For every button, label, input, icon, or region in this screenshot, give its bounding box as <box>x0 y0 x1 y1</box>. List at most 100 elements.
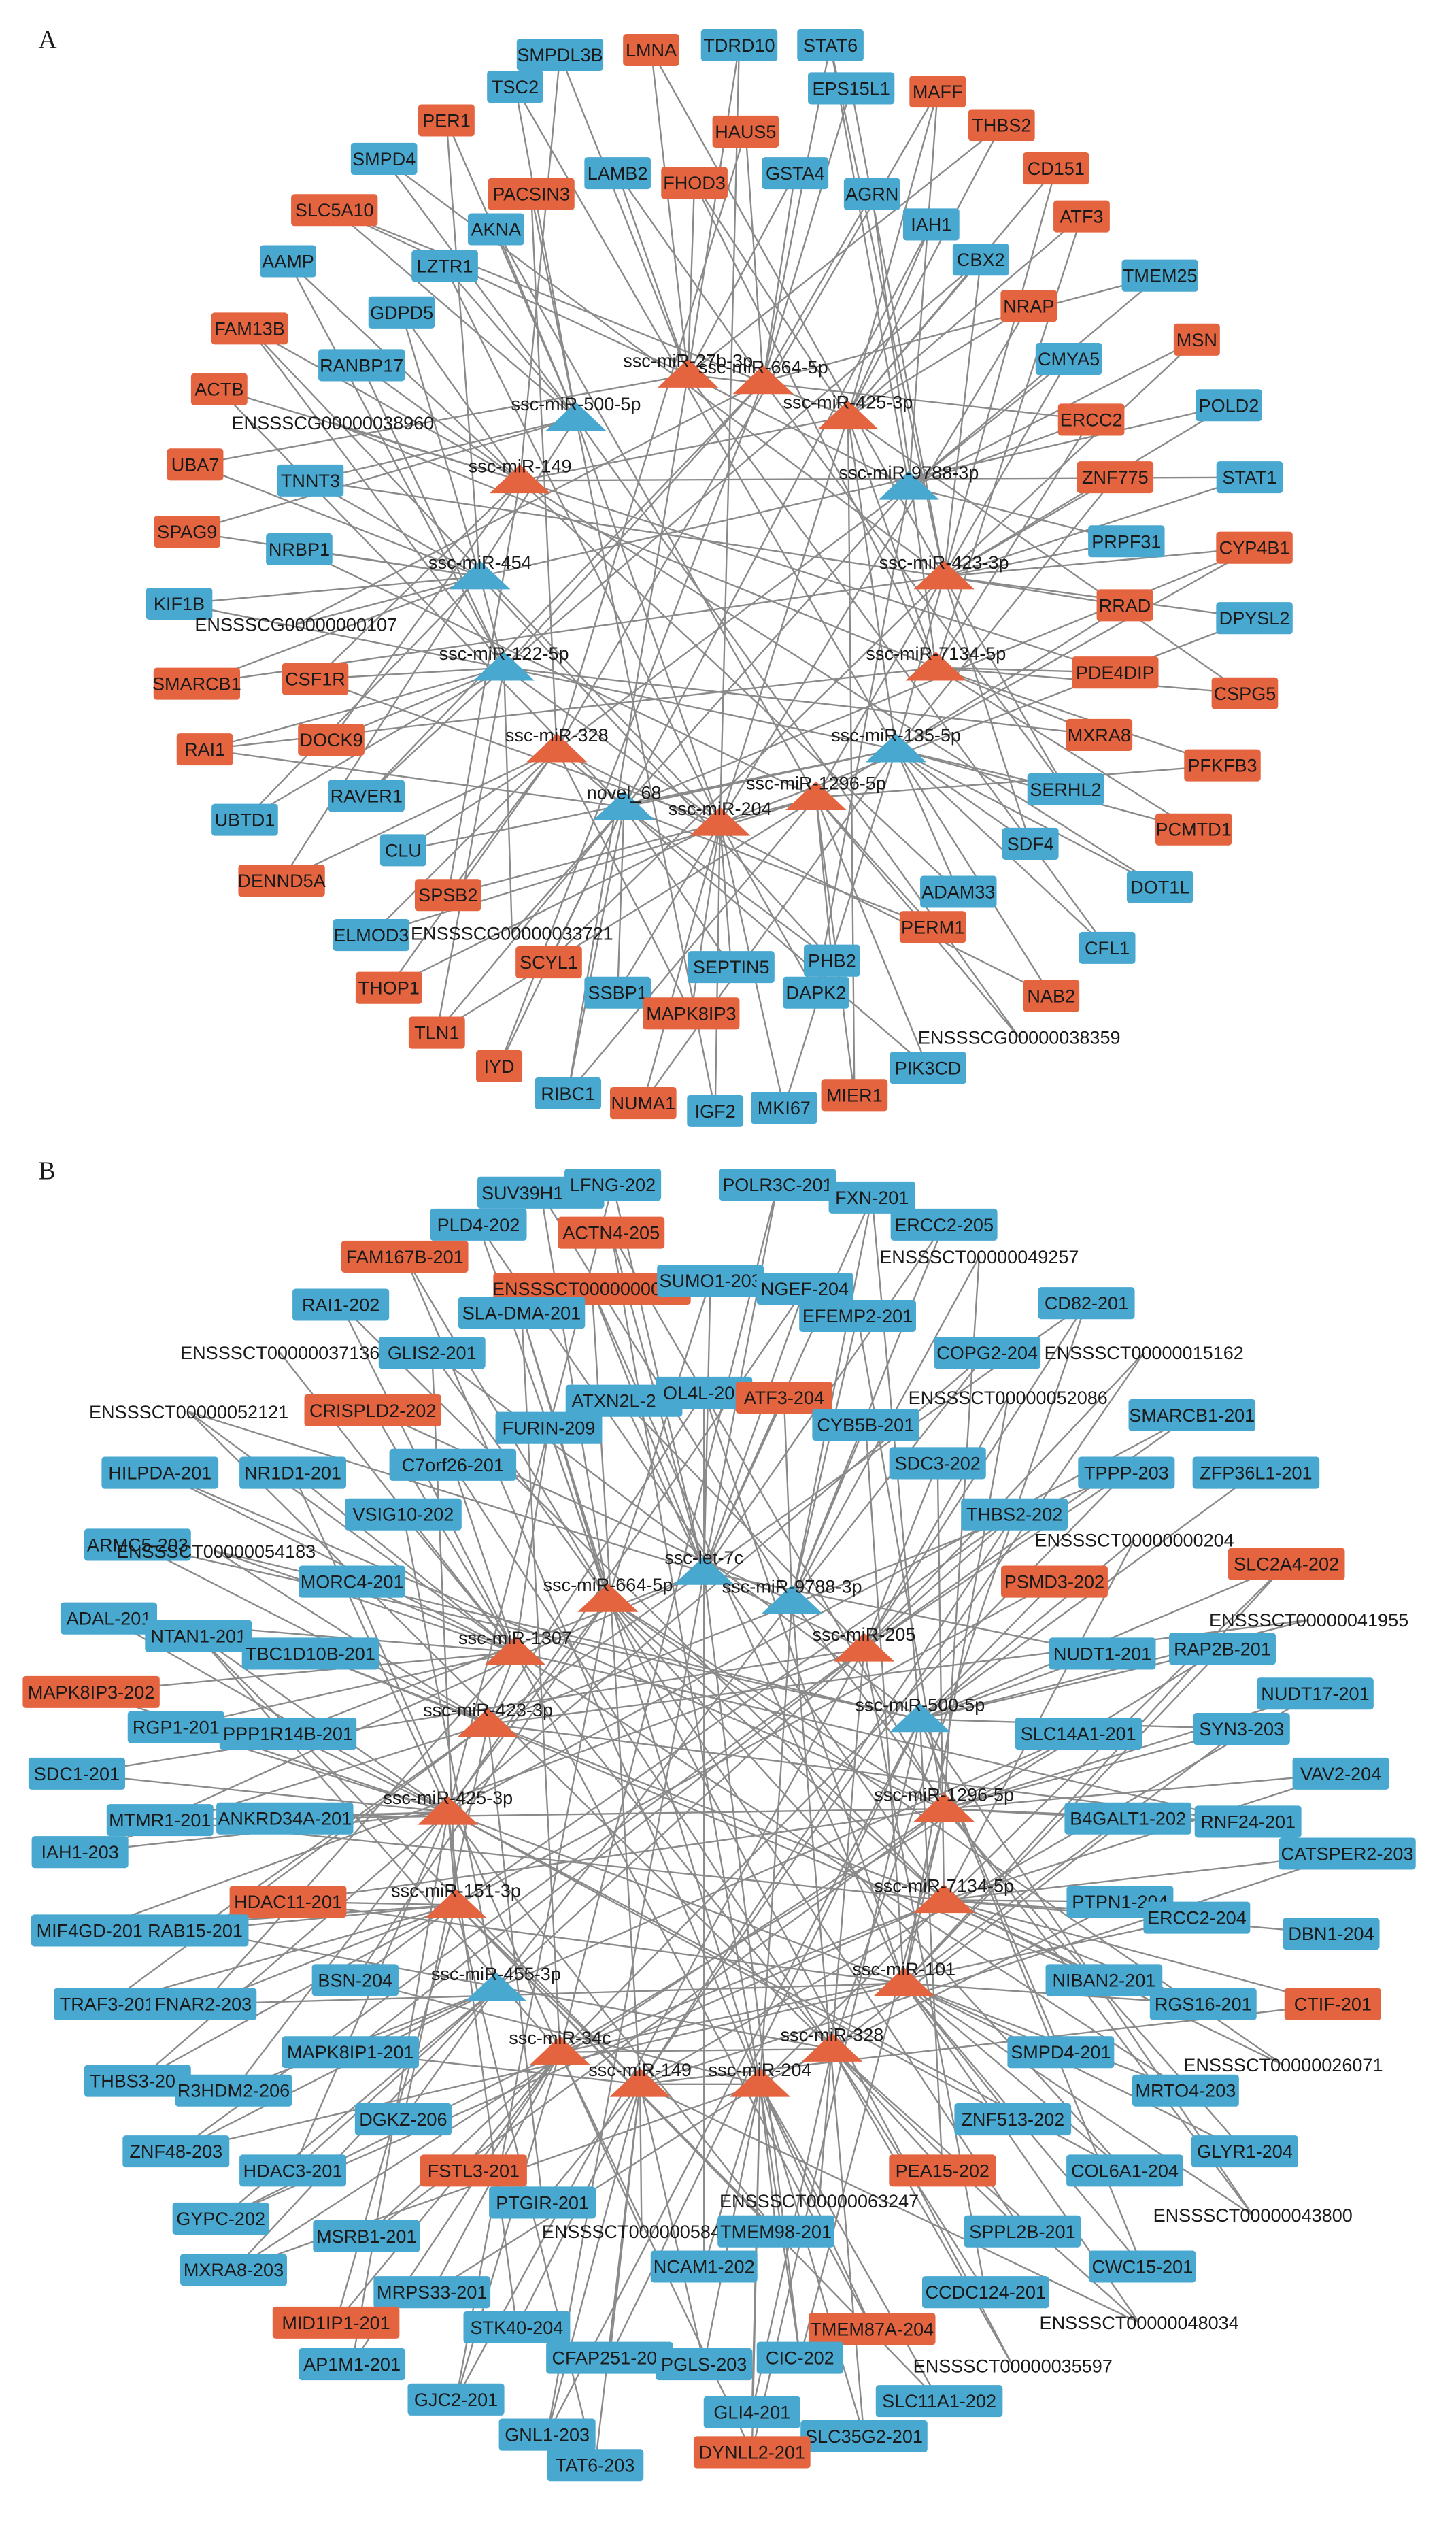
gene-label: SDC3-202 <box>895 1453 981 1473</box>
gene-node <box>843 178 900 210</box>
gene-label: TBC1D10B-201 <box>246 1643 375 1664</box>
gene-node <box>584 976 651 1009</box>
gene-label: MID1IP1-201 <box>282 2313 390 2333</box>
gene-label: ENSSSCT00000063247 <box>719 2191 919 2211</box>
gene-label: TSC2 <box>492 77 539 97</box>
gene-label: ATF3-204 <box>744 1388 824 1408</box>
edge <box>575 418 716 1112</box>
gene-label: ADAL-201 <box>67 1609 152 1629</box>
edge <box>642 748 897 1104</box>
gene-label: IYD <box>484 1056 515 1077</box>
mirna-node <box>785 781 847 811</box>
edge <box>936 1463 945 1901</box>
edge <box>903 1982 1125 2171</box>
edge <box>943 339 1198 578</box>
gene-node <box>890 1052 966 1084</box>
edge <box>703 1280 711 1572</box>
edge <box>831 2048 943 2171</box>
gene-label: SLC2A4-202 <box>1234 1554 1339 1575</box>
gene-label: NRBP1 <box>269 539 330 560</box>
gene-label: GDPD5 <box>370 303 433 323</box>
gene-label: ENSSSCT00000049257 <box>879 1247 1079 1267</box>
gene-label: ZNF513-202 <box>961 2109 1064 2130</box>
mirna-node <box>593 790 655 820</box>
edge <box>488 1723 1104 1981</box>
edge <box>815 486 910 993</box>
gene-node <box>488 178 575 210</box>
gene-node <box>650 2250 758 2283</box>
gene-label: ATF3 <box>1060 207 1103 227</box>
gene-node <box>101 1456 219 1489</box>
mirna-label: ssc-miR-423-3p <box>879 552 1009 573</box>
gene-node <box>1077 461 1154 494</box>
edge <box>503 667 721 824</box>
gene-node <box>260 245 316 278</box>
edge <box>791 1600 1254 2216</box>
gene-node <box>1057 403 1125 436</box>
edge <box>402 1514 516 1653</box>
gene-label: NIBAN2-201 <box>1052 1970 1155 1990</box>
edge <box>895 748 1052 997</box>
gene-label: HILPDA-201 <box>108 1463 211 1484</box>
edge <box>455 1581 1055 1906</box>
gene-label: OL4L-201 <box>663 1383 745 1403</box>
edge <box>520 416 849 482</box>
edge <box>401 312 521 482</box>
gene-node <box>623 33 679 66</box>
gene-node <box>1049 1637 1156 1670</box>
edge <box>847 416 1246 695</box>
edge <box>401 312 481 577</box>
gene-node <box>239 2154 347 2187</box>
gene-node <box>535 1077 602 1109</box>
gene-label: SDC1-201 <box>34 1764 120 1784</box>
edge <box>623 1400 705 1573</box>
gene-node <box>487 71 543 103</box>
gene-node <box>282 663 349 695</box>
edge <box>455 1599 609 2400</box>
mirna-node <box>526 733 588 763</box>
gene-node <box>1066 718 1133 751</box>
gene-node <box>1045 1964 1163 1996</box>
gene-label: LZTR1 <box>417 256 473 277</box>
gene-label: IAH1-203 <box>41 1842 119 1862</box>
gene-node <box>1216 602 1293 635</box>
mirna-node <box>890 1703 951 1733</box>
gene-label: CSPG5 <box>1214 684 1276 704</box>
gene-label: RNF24-201 <box>1200 1811 1296 1832</box>
gene-label: HDAC3-201 <box>243 2160 343 2181</box>
mirna-label: ssc-miR-425-3p <box>783 392 913 413</box>
edge <box>159 1472 516 1653</box>
gene-label: PHB2 <box>808 951 856 971</box>
gene-node <box>875 2385 1003 2418</box>
edge <box>445 120 481 577</box>
edge <box>288 1901 904 1984</box>
gene-node <box>516 39 604 71</box>
edge <box>616 807 625 993</box>
gene-node <box>808 2313 936 2345</box>
gene-node <box>241 1637 379 1670</box>
mirna-node <box>817 400 879 430</box>
gene-label: POLR3C-201 <box>722 1175 832 1195</box>
edge <box>495 229 577 419</box>
mirna-node <box>801 2033 863 2062</box>
gene-node <box>954 2103 1072 2136</box>
gene-label: VSIG10-202 <box>352 1505 454 1525</box>
gene-node <box>1064 1802 1191 1835</box>
gene-node <box>1002 827 1059 860</box>
gene-node <box>408 1016 465 1049</box>
gene-node <box>146 587 213 620</box>
gene-label: ENSSSCT00000037136 <box>180 1343 379 1363</box>
edge <box>703 1397 785 1573</box>
gene-label: FAM167B-201 <box>346 1247 464 1267</box>
gene-label: ERCC2 <box>1060 410 1123 430</box>
gene-node <box>922 2276 1049 2309</box>
gene-label: FSTL3-201 <box>428 2160 520 2181</box>
gene-label: HDAC11-201 <box>234 1892 342 1912</box>
edge <box>762 275 1161 382</box>
gene-label: ENSSSCG00000038359 <box>918 1028 1121 1048</box>
edge <box>895 476 1116 750</box>
edge <box>935 667 1223 767</box>
mirna-label: ssc-miR-9788-3p <box>722 1577 862 1597</box>
edge <box>455 1648 865 2400</box>
